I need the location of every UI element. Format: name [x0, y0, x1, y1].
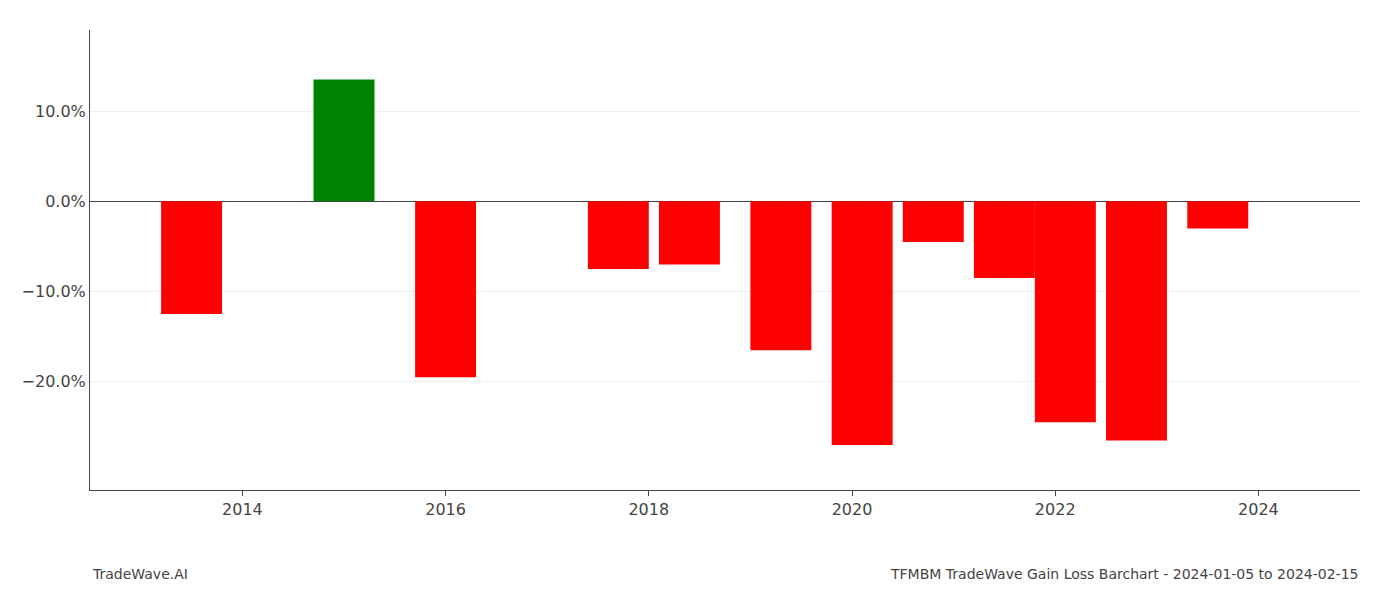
svg-text:2016: 2016 [425, 500, 466, 519]
svg-text:−10.0%: −10.0% [22, 282, 86, 301]
svg-text:2014: 2014 [222, 500, 263, 519]
svg-text:0.0%: 0.0% [45, 192, 86, 211]
svg-text:10.0%: 10.0% [35, 102, 86, 121]
svg-text:TFMBM TradeWave Gain Loss Barc: TFMBM TradeWave Gain Loss Barchart - 202… [890, 566, 1358, 582]
svg-text:2020: 2020 [832, 500, 873, 519]
svg-text:−20.0%: −20.0% [22, 372, 86, 391]
svg-text:TradeWave.AI: TradeWave.AI [92, 566, 188, 582]
svg-text:2024: 2024 [1238, 500, 1279, 519]
svg-text:2018: 2018 [628, 500, 669, 519]
svg-text:2022: 2022 [1035, 500, 1076, 519]
